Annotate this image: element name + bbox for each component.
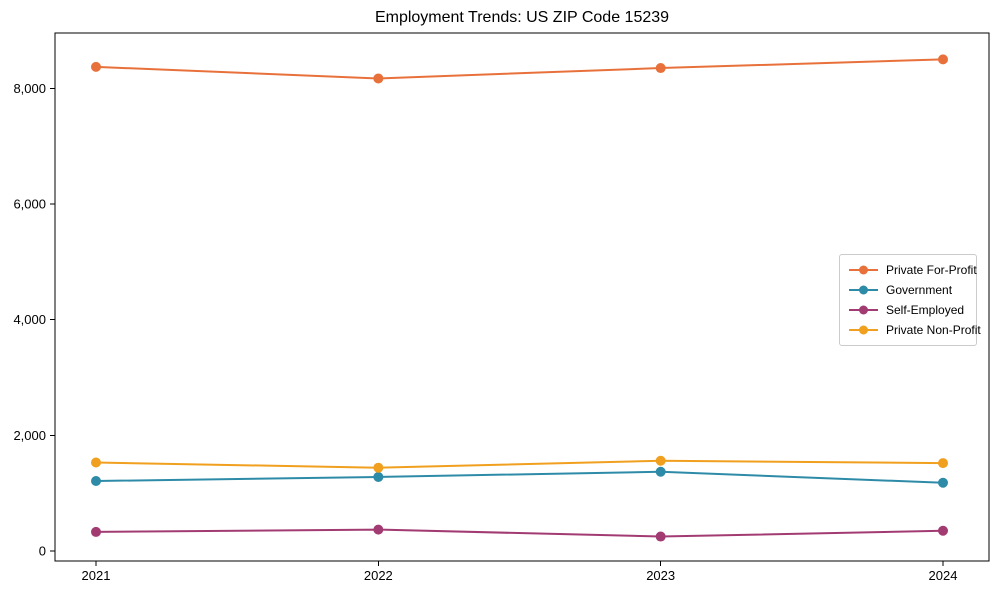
legend-line-marker-icon: [849, 285, 878, 295]
series-line-private-for-profit: [95, 58, 944, 80]
x-axis-tick-label: 2022: [364, 568, 393, 583]
chart-legend: Private For-Profit Government Self-Employe…: [839, 254, 981, 346]
data-point-self-employed: [655, 531, 666, 542]
data-point-private-non-profit: [655, 455, 666, 466]
data-point-private-for-profit: [938, 54, 948, 65]
x-axis-tick-label: 2024: [929, 568, 958, 583]
chart-title: Employment Trends: US ZIP Code 15239: [374, 9, 670, 26]
legend-line-marker-icon: [849, 305, 878, 315]
series-line-government: [95, 470, 944, 484]
data-point-private-non-profit: [938, 458, 948, 469]
plot-frame: [54, 32, 990, 562]
y-axis-tick-label: 8,000: [13, 81, 46, 96]
y-axis-tick-label: 4,000: [13, 312, 46, 327]
data-point-private-for-profit: [91, 61, 101, 72]
legend-line-marker-icon: [849, 325, 878, 335]
y-axis-tick-label: 6,000: [13, 196, 46, 211]
data-point-self-employed: [938, 525, 948, 536]
data-point-government: [938, 477, 948, 488]
data-point-government: [91, 476, 101, 487]
legend-item-government: Government: [848, 280, 970, 300]
x-axis-tick-label: 2023: [646, 568, 675, 583]
data-point-private-non-profit: [91, 457, 101, 468]
y-axis-tick-label: 2,000: [13, 428, 46, 443]
series-line-self-employed: [95, 528, 944, 538]
legend-label: Government: [886, 283, 953, 297]
data-point-self-employed: [373, 524, 384, 535]
legend-label: Private Non-Profit: [886, 323, 981, 337]
legend-line-marker-icon: [849, 265, 878, 275]
legend-item-self-employed: Self-Employed: [848, 300, 970, 320]
data-point-private-for-profit: [655, 63, 666, 74]
y-axis-tick-label: 0: [39, 544, 46, 559]
data-point-self-employed: [91, 526, 101, 537]
data-point-private-non-profit: [373, 462, 384, 473]
legend-label: Private For-Profit: [886, 263, 977, 277]
data-point-government: [655, 466, 666, 477]
legend-item-private-for-profit: Private For-Profit: [848, 260, 977, 280]
data-point-government: [373, 471, 384, 482]
series-line-private-non-profit: [95, 459, 944, 469]
legend-label: Self-Employed: [886, 303, 965, 317]
legend-item-private-non-profit: Private Non-Profit: [848, 320, 981, 340]
data-point-private-for-profit: [373, 73, 384, 84]
x-axis-tick-label: 2021: [82, 568, 111, 583]
